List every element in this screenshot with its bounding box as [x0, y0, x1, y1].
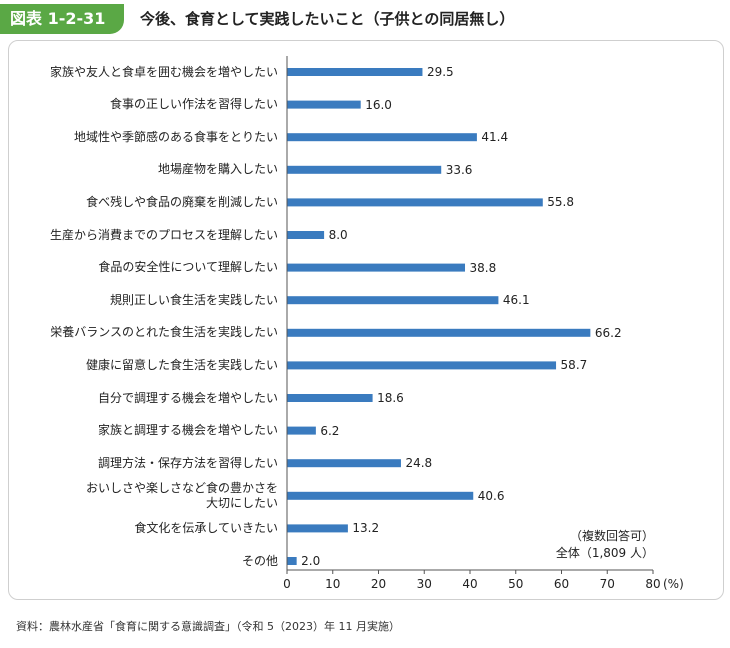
value-label: 46.1 [502, 293, 530, 308]
figure-title: 今後、食育として実践したいこと（子供との同居無し） [140, 10, 515, 28]
category-label: 生産から消費までのプロセスを理解したい [8, 228, 278, 243]
x-tick-label: 60 [553, 577, 570, 591]
bar [287, 165, 442, 174]
note-multiple-answers: （複数回答可） [569, 529, 654, 543]
category-label: 食文化を伝承していきたい [8, 521, 278, 536]
x-tick-label: 10 [325, 577, 341, 591]
bar [287, 231, 325, 239]
value-label: 16.0 [365, 97, 392, 112]
x-tick-label: 20 [370, 577, 387, 591]
value-label: 41.4 [481, 130, 509, 145]
value-label: 38.8 [469, 260, 497, 275]
category-label: 調理方法・保存方法を習得したい [8, 456, 278, 471]
category-label-line: 調理方法・保存方法を習得したい [97, 455, 278, 470]
category-label-line: おいしさや楽しさなど食の豊かさを [85, 480, 278, 495]
category-label: 地場産物を購入したい [8, 162, 278, 177]
bar [287, 524, 348, 533]
category-label-line: 家族と調理する機会を増やしたい [97, 423, 278, 438]
category-label-line: 生産から消費までのプロセスを理解したい [49, 227, 278, 242]
bar [287, 100, 361, 109]
x-tick-label: 0 [283, 577, 291, 591]
x-tick-label: 50 [508, 577, 524, 591]
value-label: 33.6 [445, 162, 473, 177]
value-label: 6.2 [320, 423, 340, 438]
value-label: 8.0 [328, 228, 348, 242]
bar [287, 133, 477, 142]
source-note: 資料：農林水産省「食育に関する意識調査」（令和 5（2023）年 11 月実施） [16, 620, 400, 633]
bar [287, 296, 499, 305]
bar [287, 198, 543, 207]
bar [287, 426, 316, 435]
note-respondents: 全体（1,809 人） [555, 546, 654, 560]
value-label: 55.8 [547, 195, 574, 210]
category-label-line: その他 [241, 553, 278, 568]
category-label-line: 地域性や季節感のある食事をとりたい [73, 129, 278, 144]
category-label-line: 食品の安全性について理解したい [98, 260, 278, 275]
bar [287, 394, 373, 402]
value-label: 2.0 [301, 554, 321, 568]
bar [287, 459, 401, 468]
x-tick-label: 70 [599, 577, 615, 591]
figure-number-badge: 図表 1-2-31 [0, 4, 124, 34]
category-label-line: 地場産物を購入したい [157, 162, 278, 177]
category-label-line: 家族や友人と食卓を囲む機会を増やしたい [49, 64, 278, 79]
category-label: 食品の安全性について理解したい [8, 260, 278, 275]
bar [287, 361, 557, 370]
category-label: 家族や友人と食卓を囲む機会を増やしたい [8, 65, 278, 80]
category-label: 家族と調理する機会を増やしたい [8, 423, 278, 438]
category-label: 食事の正しい作法を習得したい [8, 97, 278, 112]
chart-frame [8, 40, 724, 600]
category-label: 食べ残しや食品の廃棄を削減したい [8, 195, 278, 210]
x-tick-label: 80 [645, 577, 661, 591]
category-label-line: 食文化を伝承していきたい [134, 520, 278, 535]
category-label-line: 自分で調理する機会を増やしたい [97, 390, 278, 405]
category-label-line: 栄養バランスのとれた食生活を実践したい [50, 325, 278, 340]
value-label: 18.6 [377, 391, 404, 405]
value-label: 40.6 [477, 488, 505, 503]
category-label-line: 規則正しい食生活を実践したい [109, 292, 278, 307]
bar [287, 491, 474, 500]
category-label: 地域性や季節感のある食事をとりたい [8, 130, 278, 145]
bar [287, 263, 466, 272]
value-label: 13.2 [352, 521, 380, 536]
category-label: その他 [8, 554, 278, 569]
header: 図表 1-2-31 今後、食育として実践したいこと（子供との同居無し） [0, 4, 730, 34]
value-label: 66.2 [594, 325, 622, 340]
value-label: 29.5 [426, 65, 454, 79]
x-tick-label: 40 [462, 577, 478, 591]
value-label: 24.8 [405, 456, 433, 471]
category-label-line: 食事の正しい作法を習得したい [109, 97, 278, 112]
category-label-line: 食べ残しや食品の廃棄を削減したい [86, 194, 278, 209]
x-axis-unit: (%) [663, 577, 684, 591]
category-label: 規則正しい食生活を実践したい [8, 293, 278, 308]
bar [287, 328, 591, 337]
category-label: 健康に留意した食生活を実践したい [8, 358, 278, 373]
bar [287, 68, 423, 76]
category-label: 自分で調理する機会を増やしたい [8, 391, 278, 406]
category-label-line: 大切にしたい [205, 495, 278, 510]
category-label-line: 健康に留意した食生活を実践したい [85, 357, 278, 372]
value-label: 58.7 [560, 358, 588, 373]
category-label: 栄養バランスのとれた食生活を実践したい [8, 325, 278, 340]
category-label: おいしさや楽しさなど食の豊かさを 大切にしたい [8, 481, 278, 511]
x-tick-label: 30 [416, 577, 432, 591]
bar [287, 557, 297, 565]
